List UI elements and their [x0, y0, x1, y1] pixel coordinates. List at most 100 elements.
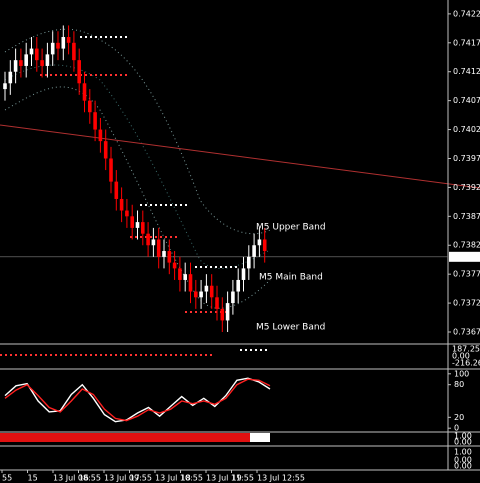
candle-body — [8, 71, 13, 84]
candle-body — [231, 291, 235, 304]
candle-body — [130, 216, 134, 228]
candle-body — [156, 239, 161, 257]
candle-body — [88, 100, 92, 113]
annotation: M5 Upper Band — [256, 223, 326, 233]
candle-body — [103, 141, 108, 159]
candle-body — [215, 297, 219, 309]
candle-body — [77, 60, 81, 84]
y-tick-label: 0.7387 — [453, 212, 480, 221]
x-tick-label: 18 — [181, 474, 191, 483]
y-tick-label: 0.7397 — [453, 154, 480, 163]
candle-body — [61, 37, 66, 49]
y-tick-label: 0.7372 — [453, 299, 480, 308]
candle-body — [114, 181, 119, 199]
band-decor — [4, 28, 271, 309]
x-tick-label: 17 — [130, 474, 140, 483]
candle-body — [183, 274, 187, 280]
candle-body — [19, 60, 23, 66]
y-tick-label: 0 — [454, 424, 459, 433]
candle-body — [93, 112, 97, 130]
x-tick-label: 15 — [28, 474, 38, 483]
candle-body — [119, 198, 124, 211]
y-tick-label: 0.7407 — [453, 96, 480, 105]
candle-body — [225, 303, 230, 321]
candle-body — [236, 279, 240, 292]
x-tick-label: 13 Jul 09:55 — [104, 474, 152, 483]
annotation: M5 Main Band — [259, 273, 323, 283]
annotation: M5 Lower Band — [256, 323, 325, 333]
y-tick-label: 0.7392 — [453, 183, 480, 192]
y-tick-label: 0.7377 — [453, 270, 480, 279]
x-tick-label: 13 Jul 08:55 — [53, 474, 101, 483]
candle-body — [109, 158, 113, 182]
x-tick-label: 19 — [232, 474, 242, 483]
strength-strip — [250, 433, 270, 442]
candle-body — [40, 60, 44, 66]
panel-label: 0.00 — [452, 352, 470, 361]
candle-body — [13, 60, 18, 72]
candle-body — [151, 239, 156, 246]
candle-body — [135, 222, 140, 228]
panel-label: 0.00 — [454, 438, 472, 447]
panel-label: 1.00 — [454, 448, 472, 457]
candle-body — [172, 262, 177, 269]
candle-body — [98, 129, 103, 142]
panel-separators — [0, 0, 480, 471]
y-tick-label: 0.7402 — [453, 125, 480, 134]
y-tick-label: 0.7417 — [453, 38, 480, 47]
candle-body — [29, 48, 34, 55]
x-tick-label: 13 Jul 10:55 — [155, 474, 203, 483]
candle-body — [194, 291, 198, 298]
candle-body — [35, 48, 39, 61]
candle-body — [257, 239, 262, 246]
panel-label: 0.00 — [454, 462, 472, 471]
candle-body — [3, 83, 7, 90]
candle-body — [204, 285, 209, 292]
current-price-label: 0.7380 — [452, 252, 480, 261]
candle-body — [178, 268, 182, 280]
candle-body — [252, 245, 256, 257]
oscillator-line — [4, 378, 271, 422]
panel-label: -216.26 — [452, 359, 480, 368]
candle-body — [125, 210, 129, 217]
x-tick-label: 16 — [79, 474, 89, 483]
panel-labels: 187.251 0.00 -216.26 1.00 0.00 1.00 0.00… — [452, 345, 480, 471]
candle-body — [141, 222, 145, 234]
candle-body — [82, 83, 87, 101]
y-tick-label: 80 — [454, 380, 464, 389]
candle-body — [72, 42, 76, 61]
candle-body — [167, 251, 172, 263]
candle-body — [50, 42, 55, 55]
y-tick-label: 20 — [454, 413, 464, 422]
panel-label: 1.00 — [454, 432, 472, 441]
x-tick-label: 13 Jul 11:55 — [206, 474, 254, 483]
current-price-box — [449, 251, 480, 262]
candle-body — [56, 42, 60, 49]
y-tick-label: 0.7382 — [453, 241, 480, 250]
candle-body — [188, 274, 193, 292]
x-tick-label: 55 — [2, 474, 12, 483]
y-tick-label: 0.7367 — [453, 328, 480, 337]
candle-body — [262, 239, 267, 252]
oscillator-line — [4, 377, 271, 423]
x-tick-label: 13 Jul 12:55 — [257, 474, 305, 483]
candle-body — [45, 54, 50, 66]
y-tick-label: 100 — [454, 369, 469, 378]
candle-body — [209, 285, 214, 298]
candle-body — [66, 37, 71, 43]
panel-label: 187.251 — [452, 345, 480, 354]
candle-body — [24, 54, 28, 66]
strength-strip — [0, 433, 250, 442]
candle-body — [247, 256, 251, 269]
panel-label: 0.00 — [454, 456, 472, 465]
y-tick-label: 0.7422 — [453, 9, 480, 18]
candle-body — [241, 268, 246, 280]
trend-line — [0, 124, 480, 189]
candle-body — [199, 291, 203, 298]
candle-body — [146, 233, 150, 246]
y-tick-label: 0.7412 — [453, 67, 480, 76]
candle-body — [162, 251, 166, 257]
